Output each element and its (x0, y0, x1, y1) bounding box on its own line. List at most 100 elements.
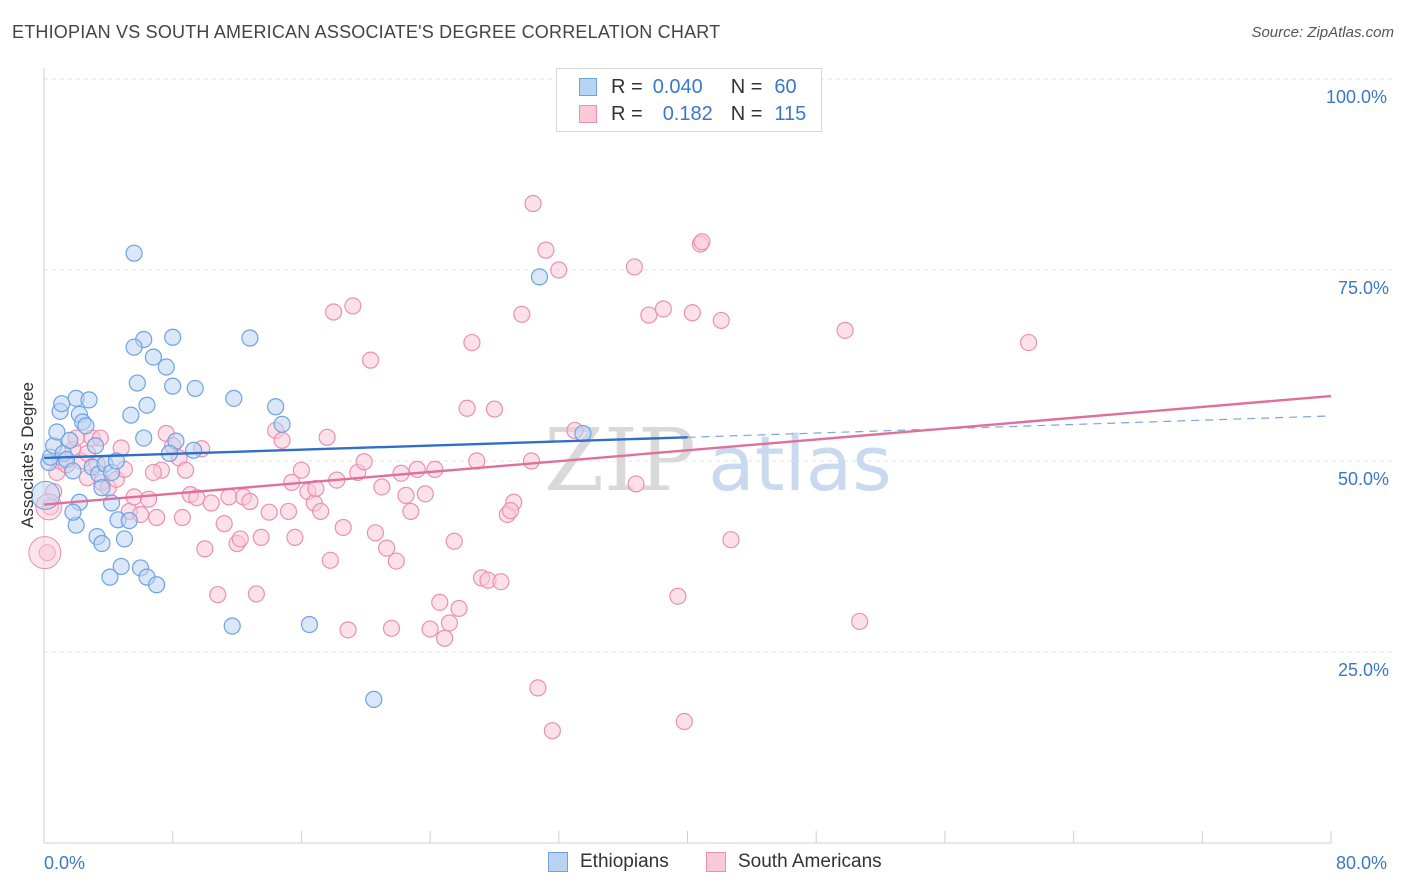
data-point (431, 593, 449, 611)
data-point (185, 441, 203, 459)
data-point (501, 502, 520, 520)
legend-r-value: 0.040 (652, 75, 703, 98)
data-point (402, 502, 420, 521)
data-point (339, 621, 357, 639)
data-point (522, 452, 541, 470)
data-point (138, 396, 156, 414)
data-point (435, 629, 454, 647)
data-point (550, 261, 568, 279)
data-point (93, 534, 111, 553)
data-point (48, 423, 66, 441)
data-point (344, 297, 362, 315)
bottom-legend-south-americans: South Americans (706, 851, 882, 873)
data-point (273, 431, 291, 449)
gridlines (44, 78, 1394, 653)
data-point (373, 478, 391, 496)
data-point (640, 306, 658, 324)
data-point (173, 508, 191, 527)
data-point (397, 486, 415, 504)
data-point (382, 619, 401, 637)
data-point (722, 531, 740, 549)
data-point (355, 453, 373, 471)
legend-r-value: 0.182 (662, 102, 713, 125)
data-point (445, 532, 463, 550)
data-point (125, 338, 143, 356)
source-label: Source: ZipAtlas.com (1251, 24, 1394, 41)
data-point-large (28, 536, 62, 570)
bottom-legend-label: Ethiopians (580, 851, 669, 872)
data-point (231, 530, 249, 548)
data-point (225, 389, 243, 407)
y-tick-label: 75.0% (1338, 278, 1390, 298)
data-point (712, 311, 730, 330)
data-point (144, 348, 162, 366)
data-point (492, 573, 510, 591)
data-point (279, 502, 298, 521)
data-point (267, 398, 285, 416)
bottom-legend-swatch-pink (706, 852, 726, 872)
data-point (312, 502, 330, 521)
data-point (148, 576, 166, 594)
data-point (458, 399, 476, 417)
data-point (836, 321, 854, 339)
data-point (125, 244, 143, 262)
data-point (120, 511, 138, 530)
legend-row-south-americans: R = 0.182 N = 115 (579, 101, 806, 127)
data-point (209, 586, 227, 604)
data-point (324, 303, 343, 321)
data-point (321, 551, 339, 569)
data-point (513, 305, 531, 323)
data-point (86, 437, 105, 455)
data-point (223, 617, 241, 635)
trend-line-ethiopians-extension (687, 415, 1332, 438)
trend-line-south-americans (43, 394, 1332, 506)
data-point (421, 620, 439, 638)
data-point (122, 406, 140, 424)
data-point (450, 599, 468, 618)
data-point (53, 395, 71, 413)
data-point (529, 679, 547, 697)
data-point (215, 515, 233, 533)
data-point (292, 461, 310, 479)
data-point (683, 304, 701, 322)
series-south-americans (28, 194, 1038, 740)
data-point (574, 424, 592, 443)
y-tick-label: 50.0% (1338, 469, 1390, 489)
legend-n-value: 60 (774, 75, 797, 98)
data-point (463, 333, 481, 352)
data-point (202, 494, 220, 512)
data-point (128, 374, 146, 392)
legend-n-label: N = (730, 102, 763, 125)
data-point (365, 690, 383, 708)
legend-r-label: R = (611, 102, 643, 125)
data-point (176, 461, 195, 479)
data-point (144, 463, 162, 482)
data-point (286, 528, 304, 547)
data-point (196, 540, 214, 558)
data-point (537, 241, 555, 259)
data-point (164, 328, 182, 346)
data-point (80, 391, 98, 409)
data-point (260, 503, 278, 521)
data-point (77, 417, 95, 435)
data-point (64, 503, 82, 521)
trend-line-ethiopians (43, 436, 688, 460)
legend-row-ethiopians: R = 0.040 N = 60 (579, 74, 797, 100)
data-point (148, 508, 166, 527)
data-point (115, 530, 134, 548)
y-axis-label: Associate's Degree (18, 382, 37, 528)
legend-r-label: R = (611, 75, 643, 98)
legend-swatch-pink (579, 105, 597, 123)
trend-lines (43, 394, 1332, 506)
data-point (361, 351, 380, 369)
data-point (625, 258, 644, 276)
data-point (247, 585, 265, 603)
data-point (366, 524, 385, 542)
legend-n-value: 115 (774, 102, 807, 125)
data-point (93, 479, 111, 497)
data-point (241, 329, 259, 347)
data-point (139, 490, 158, 508)
legend-swatch-blue (579, 78, 597, 96)
data-point (1019, 333, 1038, 352)
